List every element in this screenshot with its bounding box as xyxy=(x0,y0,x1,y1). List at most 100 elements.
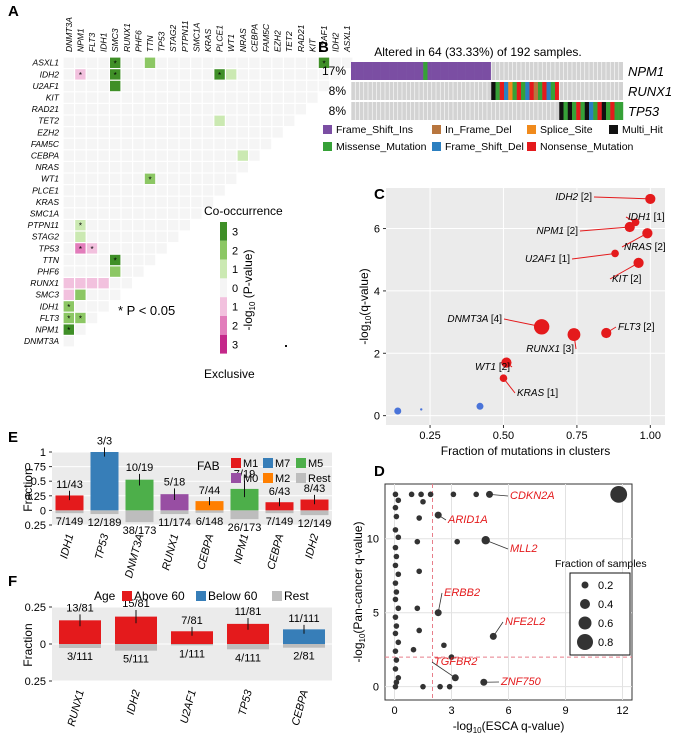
heatmap-cell xyxy=(63,324,74,335)
heatmap-cell xyxy=(295,92,306,103)
bar-bottom-label: 12/149 xyxy=(298,518,332,530)
heatmap-cell xyxy=(156,104,167,115)
bar-tick-label: 0.25 xyxy=(25,491,46,503)
heatmap-col-label-npm1: NPM1 xyxy=(75,28,85,52)
scatter-c-leader-line xyxy=(506,362,513,368)
heatmap-cell xyxy=(121,150,132,161)
heatmap-cell xyxy=(121,69,132,80)
heatmap-cell xyxy=(179,80,190,92)
scatter-d-xlabel-sub: 10 xyxy=(473,726,482,735)
heatmap-row-label-tet2: TET2 xyxy=(38,116,59,126)
heatmap-cell xyxy=(121,278,132,289)
heatmap-row-label-rad21: RAD21 xyxy=(32,104,60,114)
oncoprint-mutation-cell xyxy=(576,102,581,120)
heatmap-legend-axis-label: -log10 (P-value) xyxy=(241,250,257,331)
heatmap-cell xyxy=(144,150,156,161)
heatmap-cell xyxy=(133,57,144,68)
fab-legend-m7: M7 xyxy=(275,458,290,470)
oncoprint-mutation-cell xyxy=(487,62,492,80)
heatmap-col-label-nras: NRAS xyxy=(238,28,248,52)
heatmap-cell xyxy=(202,104,214,115)
heatmap-col-label-wt1: WT1 xyxy=(226,34,236,52)
panel-label-b: B xyxy=(318,39,329,56)
scatter-d-leader-line xyxy=(492,621,504,637)
oncoprint-legend-swatch xyxy=(527,142,536,151)
bar-category-label: RUNX1 xyxy=(66,689,87,728)
heatmap-cell xyxy=(260,138,272,150)
heatmap-col-label-cebpa: CEBPA xyxy=(249,23,259,52)
scatter-c-ylabel-suffix: (q-value) xyxy=(357,268,371,315)
bar-category-label: IDH1 xyxy=(58,533,76,560)
heatmap-cell xyxy=(98,104,109,115)
heatmap-cell xyxy=(133,80,144,92)
bar-tick-label: 0.75 xyxy=(25,462,46,474)
heatmap-cell xyxy=(63,69,74,80)
heatmap-cell xyxy=(133,231,144,242)
scatter-d-tick-label-y: 10 xyxy=(367,534,379,546)
oncoprint-mutation-cell xyxy=(482,62,488,80)
heatmap-cell xyxy=(214,80,225,92)
heatmap-sig-marker: * xyxy=(114,71,117,80)
heatmap-cell xyxy=(226,115,237,126)
heatmap-cell xyxy=(179,92,190,103)
scatter-d-point xyxy=(448,654,455,660)
bar-top-label: 8/43 xyxy=(304,483,325,495)
heatmap-cell xyxy=(121,127,132,138)
heatmap-cell xyxy=(168,138,179,150)
scatter-c-label-idh2: IDH2 [2] xyxy=(555,192,592,203)
heatmap-cell xyxy=(63,278,74,289)
scatter-c-point-npm1 xyxy=(624,221,635,233)
oncoprint-mutation-cell xyxy=(376,62,381,80)
heatmap-col-label-plce1: PLCE1 xyxy=(215,25,225,52)
heatmap-cell xyxy=(179,127,190,138)
heatmap-cell xyxy=(110,185,121,196)
heatmap-row-label-ptpn11: PTPN11 xyxy=(28,220,60,230)
scatter-c-label-count: [2] xyxy=(655,242,666,253)
oncoprint-mutation-cell xyxy=(419,62,424,80)
scatter-d-size-legend-marker xyxy=(577,634,593,650)
heatmap-cell xyxy=(86,162,98,173)
oncoprint-legend-missense-mutation: Missense_Mutation xyxy=(336,141,427,153)
heatmap-legend-tick: 3 xyxy=(232,339,238,351)
heatmap-col-label-idh2: IDH2 xyxy=(331,32,341,52)
oncoprint-mutation-cell xyxy=(533,82,539,100)
heatmap-legend-axis-label-prefix: -log xyxy=(241,310,255,330)
oncoprint-mutation-cell xyxy=(516,82,522,100)
heatmap-cell xyxy=(110,243,121,254)
heatmap-cell xyxy=(284,80,295,92)
oncoprint-mutation-cell xyxy=(355,62,360,80)
heatmap-cell xyxy=(156,150,167,161)
heatmap-cell xyxy=(144,127,156,138)
heatmap-cell xyxy=(237,115,248,126)
heatmap-cell xyxy=(63,208,74,219)
heatmap-cell xyxy=(249,150,260,161)
heatmap-cell xyxy=(318,80,330,92)
heatmap-row-label-cebpa: CEBPA xyxy=(31,151,60,161)
scatter-c-point-nras xyxy=(642,228,653,239)
heatmap-sig-marker: * xyxy=(67,326,70,335)
heatmap-cell xyxy=(214,150,225,161)
oncoprint-mutation-cell xyxy=(372,62,377,80)
heatmap-cell xyxy=(75,115,86,126)
scatter-d-point xyxy=(392,504,399,511)
scatter-d-point xyxy=(393,553,400,560)
heatmap-cell xyxy=(168,104,179,115)
heatmap-cell xyxy=(214,173,225,184)
heatmap-cell xyxy=(75,243,86,254)
heatmap-cell xyxy=(179,115,190,126)
heatmap-cell xyxy=(86,92,98,103)
scatter-d-point xyxy=(393,589,400,595)
oncoprint-mutation-cell xyxy=(580,102,585,120)
scatter-d-label-tgfbr2: TGFBR2 xyxy=(434,656,477,668)
bar-rest-cebpa xyxy=(283,644,325,648)
scatter-c-point xyxy=(394,407,402,415)
heatmap-cell xyxy=(110,196,121,208)
heatmap-row-label-fam5c: FAM5C xyxy=(31,139,60,149)
bar-bottom-label: 12/189 xyxy=(88,517,122,529)
fab-legend-swatch xyxy=(263,473,273,483)
scatter-d-point xyxy=(393,657,400,663)
heatmap-cell xyxy=(75,208,86,219)
scatter-d-tick-label-x: 0 xyxy=(391,705,397,717)
heatmap-cell xyxy=(144,196,156,208)
scatter-c-label-count: [2] xyxy=(630,274,641,285)
